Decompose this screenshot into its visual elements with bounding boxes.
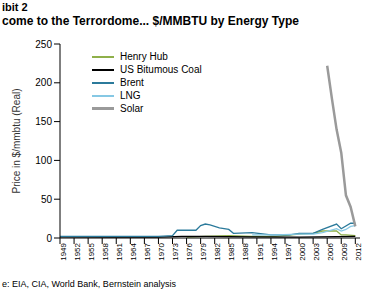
svg-text:1955: 1955 [87,242,96,260]
html-text:ibit 2: ibit 2 [2,1,28,13]
svg-text:1967: 1967 [143,242,152,260]
svg-text:1976: 1976 [185,242,194,260]
svg-text:Price in $/mmbtu (Real): Price in $/mmbtu (Real) [11,88,22,193]
svg-text:1994: 1994 [270,242,279,260]
html-text:Brent: Brent [120,77,144,88]
html-text:come to the Terrordome... $/MM: come to the Terrordome... $/MMBTU by Ene… [2,14,299,28]
html-text:LNG: LNG [120,90,141,101]
svg-text:250: 250 [35,39,52,50]
svg-text:0: 0 [46,233,52,244]
svg-text:1997: 1997 [284,242,293,260]
html-text:Henry Hub: Henry Hub [120,51,168,62]
svg-text:200: 200 [35,77,52,88]
svg-text:1982: 1982 [213,242,222,260]
svg-text:1958: 1958 [101,242,110,260]
svg-text:1964: 1964 [129,242,138,260]
svg-text:150: 150 [35,116,52,127]
svg-text:50: 50 [41,194,53,205]
svg-text:2009: 2009 [340,242,349,260]
svg-text:1961: 1961 [115,242,124,260]
svg-text:1979: 1979 [199,242,208,260]
html-text:e: EIA, CIA, World Bank, Berns: e: EIA, CIA, World Bank, Bernstein analy… [2,279,176,289]
svg-text:1949: 1949 [59,242,68,260]
svg-text:2003: 2003 [312,242,321,260]
svg-text:1991: 1991 [256,242,265,260]
svg-text:2012: 2012 [354,242,362,260]
html-text:Solar: Solar [120,103,144,114]
html-text:US Bitumous Coal: US Bitumous Coal [120,64,202,75]
svg-text:2006: 2006 [326,242,335,260]
svg-text:1970: 1970 [157,242,166,260]
svg-text:1973: 1973 [171,242,180,260]
svg-text:1985: 1985 [227,242,236,260]
svg-text:2000: 2000 [298,242,307,260]
svg-text:1952: 1952 [73,242,82,260]
svg-text:100: 100 [35,155,52,166]
svg-text:1988: 1988 [241,242,250,260]
